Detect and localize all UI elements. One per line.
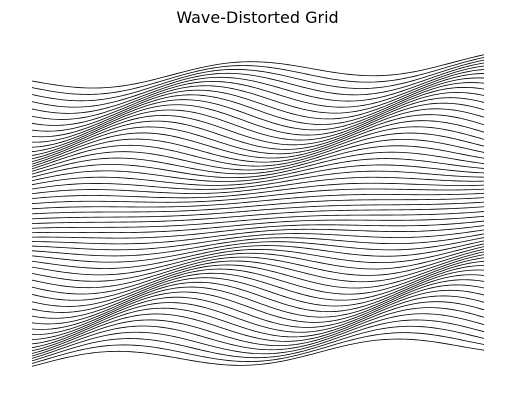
wave-line [31, 145, 485, 175]
wave-line [31, 295, 485, 348]
wave-line [31, 108, 485, 160]
wave-line [31, 192, 485, 210]
wave-line [31, 319, 485, 359]
wave-line [31, 279, 485, 336]
wave-line [31, 332, 485, 364]
wave-line [31, 164, 485, 186]
wave-line [31, 225, 485, 245]
wave-line [31, 307, 485, 354]
wave-line [31, 246, 485, 282]
wave-line [31, 114, 485, 162]
wave-line [31, 257, 485, 307]
wave-line [31, 92, 485, 148]
wave-line [31, 233, 485, 257]
wave-lines [31, 54, 485, 367]
wave-line [31, 82, 485, 138]
wave-line [31, 126, 485, 167]
wave-line [31, 265, 485, 319]
wave-line [31, 325, 485, 362]
wave-line [31, 132, 485, 170]
wave-line [31, 206, 485, 225]
wave-line [31, 69, 485, 120]
wave-line [31, 274, 485, 330]
wave-line [31, 215, 485, 234]
wave-line [31, 97, 485, 153]
wave-line [31, 102, 485, 156]
wave-line [31, 240, 485, 269]
wave-line [31, 77, 485, 132]
wave-line [31, 54, 485, 89]
wave-line [31, 237, 485, 263]
wave-line [31, 170, 485, 190]
wave-line [31, 301, 485, 352]
wave-line [31, 139, 485, 172]
wave-line [31, 182, 485, 200]
wave-line [31, 65, 485, 114]
wave-line [31, 313, 485, 357]
wave-line [31, 220, 485, 239]
wave-line [31, 229, 485, 251]
wave-line [31, 260, 485, 313]
wave-line [31, 120, 485, 165]
wave-line [31, 269, 485, 325]
wave-line [31, 284, 485, 340]
wave-line [31, 289, 485, 345]
wave-line [31, 201, 485, 220]
wave-line [31, 243, 485, 276]
wave-line [31, 188, 485, 205]
wave-line [31, 62, 485, 108]
wave-line [31, 59, 485, 102]
wave-line [31, 251, 485, 295]
wave-line [31, 86, 485, 143]
wave-line [31, 248, 485, 289]
wave-line [31, 197, 485, 215]
wave-line [31, 151, 485, 179]
wave-line [31, 254, 485, 301]
wave-line [31, 338, 485, 367]
wave-line [31, 211, 485, 229]
wave-line [31, 57, 485, 95]
wave-line [31, 176, 485, 195]
chart-title: Wave-Distorted Grid [176, 8, 339, 27]
wave-line [31, 158, 485, 182]
wave-line [31, 73, 485, 126]
